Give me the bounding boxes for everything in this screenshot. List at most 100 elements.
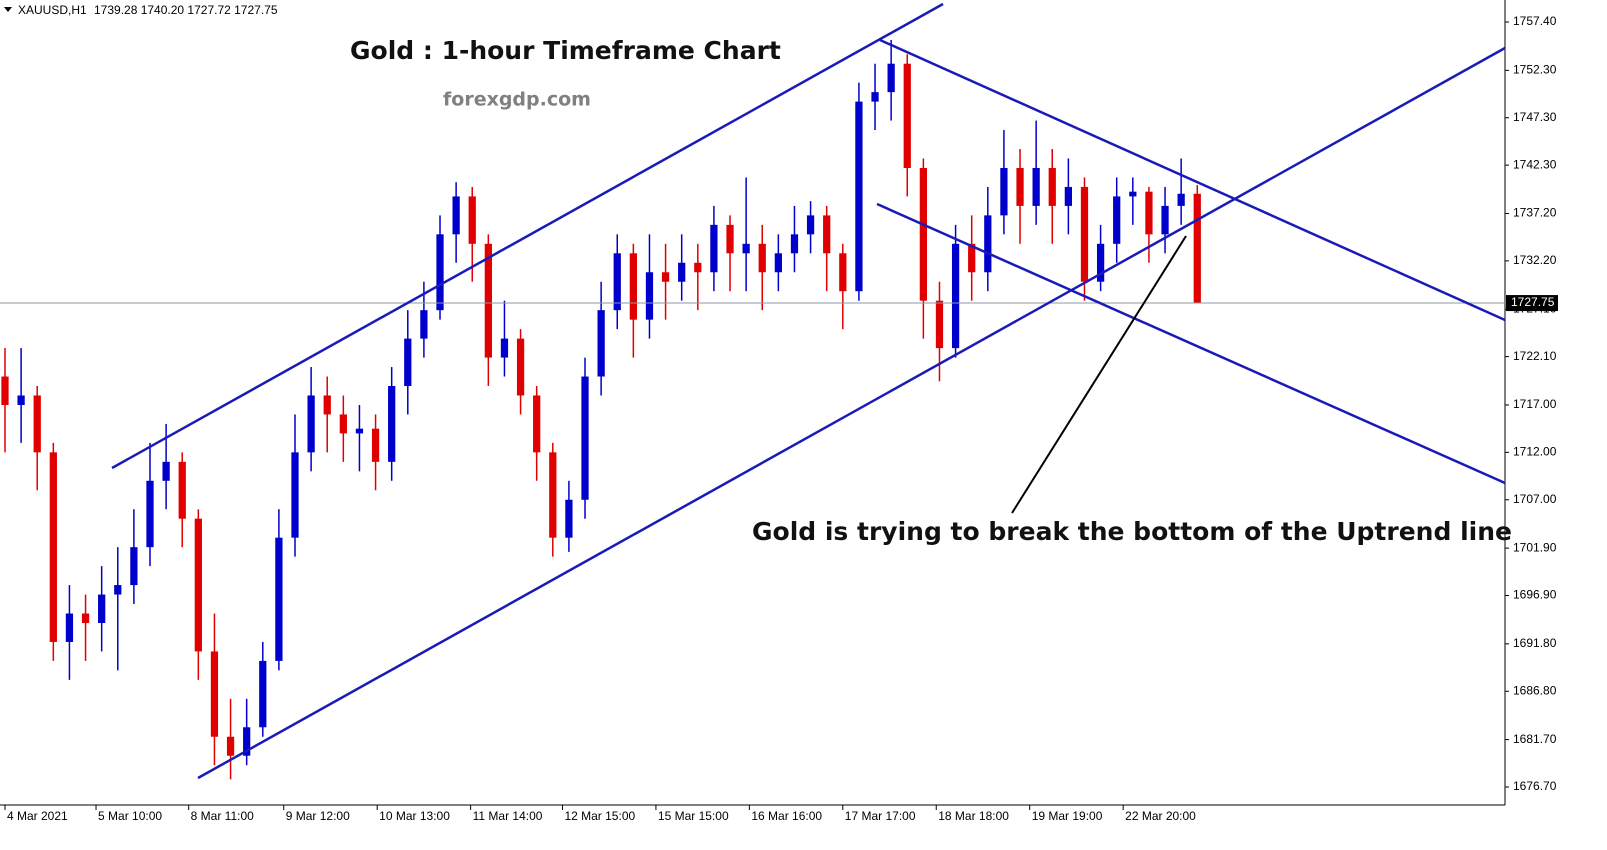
candle-body: [1016, 167, 1024, 206]
x-tick-label: 9 Mar 12:00: [286, 809, 350, 823]
x-tick-label: 10 Mar 13:00: [379, 809, 450, 823]
candle-body: [1000, 167, 1008, 216]
candle-body: [742, 243, 750, 254]
candle-body: [1129, 191, 1137, 197]
candle-body: [275, 537, 283, 661]
candle-body: [388, 386, 396, 462]
subtitle: forexgdp.com: [443, 89, 591, 111]
y-tick-label: 1752.30: [1513, 63, 1557, 77]
ohlc-readout: 1739.28 1740.20 1727.72 1727.75: [94, 3, 278, 17]
candle-body: [468, 196, 476, 244]
x-tick-label: 15 Mar 15:00: [658, 809, 729, 823]
y-tick-label: 1742.30: [1513, 157, 1557, 171]
candle-body: [984, 215, 992, 273]
candle-body: [484, 243, 492, 358]
candle-body: [790, 234, 799, 254]
candle-body: [1032, 167, 1040, 206]
candle-body: [935, 300, 944, 349]
price-label-box: [1506, 295, 1558, 312]
candle-body: [130, 547, 138, 586]
x-tick-label: 8 Mar 11:00: [191, 809, 254, 823]
candle-body: [98, 594, 106, 623]
y-tick-label: 1717.00: [1513, 397, 1557, 411]
candle-body: [823, 215, 831, 254]
candle-body: [49, 452, 57, 642]
candle-body: [565, 499, 573, 538]
y-tick-label: 1722.10: [1513, 349, 1557, 363]
candle-body: [903, 63, 911, 168]
menu-arrow: [4, 7, 12, 12]
x-tick-label: 19 Mar 19:00: [1032, 809, 1103, 823]
candle-body: [726, 224, 734, 254]
trend-line: [111, 2, 944, 470]
candle-body: [1096, 243, 1105, 282]
y-tick-label: 1747.30: [1513, 110, 1557, 124]
candle-body: [645, 272, 654, 320]
candle-body: [1048, 167, 1056, 206]
candle-body: [839, 253, 847, 292]
candle-body: [452, 196, 460, 235]
candle-body: [1, 376, 9, 405]
x-tick-label: 5 Mar 10:00: [98, 809, 162, 823]
candle-body: [968, 243, 976, 273]
candle-body: [1193, 193, 1201, 304]
x-tick-label: 22 Mar 20:00: [1125, 809, 1196, 823]
candle-body: [146, 480, 154, 548]
pointer-line: [1011, 235, 1187, 514]
candle-body: [339, 414, 347, 434]
candle-body: [629, 253, 637, 320]
candle-body: [694, 262, 702, 273]
candle-body: [323, 395, 331, 415]
candle-body: [516, 338, 525, 396]
candle-body: [291, 452, 299, 538]
candle-body: [259, 660, 267, 728]
candle-body: [951, 243, 960, 349]
annotation: Gold is trying to break the bottom of th…: [752, 517, 1512, 546]
candle-body: [871, 92, 879, 102]
candle-body: [420, 310, 428, 339]
y-tick-label: 1701.90: [1513, 540, 1557, 554]
y-tick-label: 1732.20: [1513, 253, 1557, 267]
candle-body: [549, 452, 557, 538]
y-tick-label: 1686.80: [1513, 683, 1557, 697]
candle-body: [162, 461, 170, 481]
candle-body: [710, 224, 718, 273]
price-label: 1727.75: [1511, 295, 1555, 309]
y-tick-label: 1681.70: [1513, 732, 1557, 746]
candle-body: [1161, 205, 1169, 235]
candle-body: [226, 736, 235, 756]
y-tick-label: 1737.20: [1513, 206, 1557, 220]
candle-body: [114, 585, 122, 595]
candle-body: [597, 310, 605, 377]
candle-body: [65, 613, 74, 642]
trend-line: [879, 38, 1506, 322]
candle-body: [436, 234, 444, 311]
candle-body: [758, 243, 766, 273]
candle-body: [887, 63, 895, 93]
candle-body: [581, 376, 589, 500]
x-tick-label: 11 Mar 14:00: [473, 809, 543, 823]
candle-body: [1080, 186, 1089, 282]
y-tick-label: 1676.70: [1513, 779, 1557, 793]
candle-body: [500, 338, 509, 358]
x-tick-label: 12 Mar 15:00: [564, 809, 635, 823]
candle-body: [1177, 193, 1185, 206]
candle-body: [806, 215, 815, 235]
candle-body: [533, 395, 541, 453]
candle-body: [1145, 191, 1153, 235]
x-tick-label: 4 Mar 2021: [7, 809, 68, 823]
trend-line: [876, 202, 1506, 485]
candle-body: [33, 395, 41, 453]
candle-body: [1113, 196, 1121, 244]
x-tick-label: 17 Mar 17:00: [845, 809, 916, 823]
candle-body: [919, 167, 927, 301]
candle-body: [355, 428, 364, 434]
x-tick-label: 18 Mar 18:00: [938, 809, 1009, 823]
chart-title: Gold : 1-hour Timeframe Chart: [350, 36, 781, 65]
candle-body: [178, 461, 186, 519]
candle-body: [307, 395, 315, 453]
y-tick-label: 1691.80: [1513, 636, 1557, 650]
candle-body: [194, 518, 202, 652]
